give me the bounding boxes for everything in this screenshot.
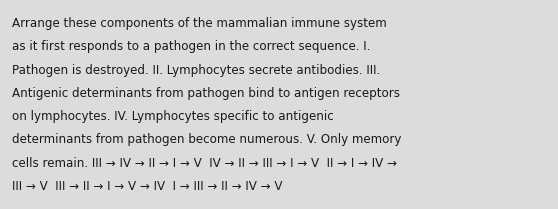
Text: III → V  III → II → I → V → IV  I → III → II → IV → V: III → V III → II → I → V → IV I → III → … xyxy=(12,180,282,193)
Text: Pathogen is destroyed. II. Lymphocytes secrete antibodies. III.: Pathogen is destroyed. II. Lymphocytes s… xyxy=(12,64,380,77)
Text: as it first responds to a pathogen in the correct sequence. I.: as it first responds to a pathogen in th… xyxy=(12,40,371,53)
Text: Antigenic determinants from pathogen bind to antigen receptors: Antigenic determinants from pathogen bin… xyxy=(12,87,400,100)
Text: Arrange these components of the mammalian immune system: Arrange these components of the mammalia… xyxy=(12,17,387,30)
Text: on lymphocytes. IV. Lymphocytes specific to antigenic: on lymphocytes. IV. Lymphocytes specific… xyxy=(12,110,334,123)
Text: cells remain. III → IV → II → I → V  IV → II → III → I → V  II → I → IV →: cells remain. III → IV → II → I → V IV →… xyxy=(12,157,397,170)
Text: determinants from pathogen become numerous. V. Only memory: determinants from pathogen become numero… xyxy=(12,134,401,147)
